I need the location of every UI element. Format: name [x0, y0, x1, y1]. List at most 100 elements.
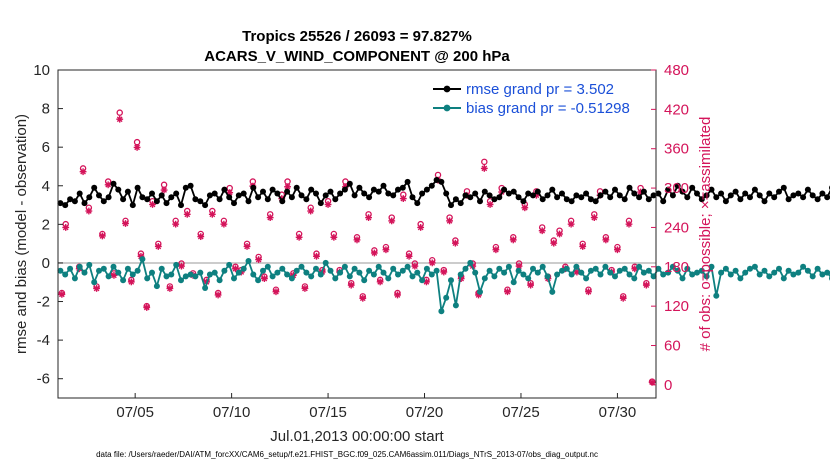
rmse-point	[351, 192, 358, 199]
bias-point	[457, 271, 464, 278]
bias-point	[260, 267, 266, 274]
bias-point	[703, 273, 710, 280]
bias-point	[694, 269, 700, 276]
bias-point	[385, 275, 392, 282]
bias-point	[747, 265, 753, 272]
obs-assimilated-stroke	[568, 221, 574, 228]
obs-assimilated-stroke	[161, 187, 167, 193]
rmse-point	[457, 200, 464, 207]
rmse-point	[240, 190, 247, 197]
obs-assimilated-stroke	[209, 211, 216, 218]
obs-assimilated-stroke	[521, 204, 528, 211]
bias-point	[346, 273, 353, 280]
bias-point	[399, 267, 406, 274]
bias-point	[592, 265, 599, 272]
obs-assimilated-point	[178, 262, 185, 270]
rmse-point	[298, 192, 305, 199]
bias-point	[158, 265, 165, 272]
obs-assimilated-stroke	[377, 279, 384, 285]
rmse-point	[448, 202, 454, 209]
obs-assimilated-point	[98, 232, 106, 240]
obs-assimilated-point	[295, 233, 303, 241]
rmse-point	[110, 180, 117, 187]
rmse-point	[178, 202, 184, 209]
x-tick-label: 07/25	[502, 404, 540, 421]
bias-point	[790, 271, 797, 278]
rmse-point	[380, 182, 387, 189]
rmse-point	[515, 194, 522, 201]
rmse-point	[737, 196, 744, 203]
y-right-tick-label: 120	[664, 298, 689, 315]
bias-point	[563, 265, 570, 272]
rmse-point	[144, 196, 151, 203]
rmse-point	[631, 190, 638, 197]
y-right-tick-label: 480	[664, 62, 689, 79]
rmse-point	[713, 194, 720, 201]
rmse-point	[472, 190, 479, 197]
rmse-point	[303, 196, 310, 203]
obs-assimilated-stroke	[134, 144, 140, 151]
rmse-point	[139, 194, 146, 201]
obs-assimilated-stroke	[149, 201, 156, 208]
y-tick-label: 0	[42, 255, 50, 272]
obs-assimilated-stroke	[167, 285, 173, 292]
rmse-point	[554, 194, 561, 201]
rmse-point	[486, 192, 493, 199]
rmse-point	[568, 198, 575, 205]
rmse-point	[216, 196, 223, 203]
rmse-point	[293, 184, 300, 191]
rmse-point	[115, 186, 122, 193]
y-right-tick-label: 0	[664, 377, 672, 394]
obs-assimilated-point	[446, 217, 453, 225]
rmse-point	[226, 194, 233, 201]
bias-point	[206, 271, 213, 278]
rmse-point	[804, 186, 811, 193]
rmse-point	[211, 190, 218, 197]
rmse-point	[173, 190, 180, 197]
obs-assimilated-stroke	[643, 282, 650, 289]
obs-assimilated-stroke	[411, 263, 418, 270]
obs-assimilated-point	[405, 252, 413, 260]
y-tick-label: -6	[37, 371, 50, 388]
y-tick-label: 4	[42, 178, 50, 195]
bias-point	[226, 261, 233, 268]
bias-point	[240, 265, 247, 272]
legend-bias-label: bias grand pr = -0.51298	[466, 100, 630, 117]
bias-point	[621, 265, 628, 272]
obs-assimilated-point	[255, 256, 263, 263]
rmse-point	[496, 194, 503, 201]
obs-assimilated-point	[133, 144, 141, 151]
rmse-point	[385, 190, 392, 197]
bias-point	[327, 267, 334, 274]
rmse-point	[679, 188, 686, 195]
rmse-point	[616, 192, 623, 199]
bias-series	[57, 256, 830, 315]
obs-assimilated-point	[480, 165, 488, 172]
bias-point	[341, 263, 348, 270]
obs-assimilated-stroke	[394, 292, 401, 298]
bias-point	[766, 273, 773, 280]
bias-point	[153, 283, 160, 290]
obs-assimilated-point	[58, 290, 66, 298]
obs-assimilated-stroke	[620, 295, 627, 302]
bias-point	[510, 279, 517, 286]
rmse-point	[583, 190, 590, 197]
rmse-point	[587, 196, 594, 203]
obs-assimilated-point	[330, 233, 338, 241]
rmse-point	[640, 188, 647, 195]
rmse-point	[62, 202, 69, 209]
bias-point	[804, 267, 811, 274]
rmse-point	[134, 184, 141, 191]
plot-area	[58, 70, 656, 398]
obs-assimilated-point	[602, 236, 610, 244]
bias-point	[202, 285, 209, 291]
bias-point	[105, 273, 112, 280]
bias-point	[587, 267, 594, 274]
bias-point	[539, 263, 546, 270]
rmse-point	[255, 194, 262, 201]
obs-assimilated-stroke	[267, 214, 274, 221]
rmse-point	[592, 198, 599, 205]
bias-point	[255, 277, 262, 284]
bias-point	[178, 277, 184, 284]
legend: rmse grand pr = 3.502 bias grand pr = -0…	[425, 78, 651, 118]
